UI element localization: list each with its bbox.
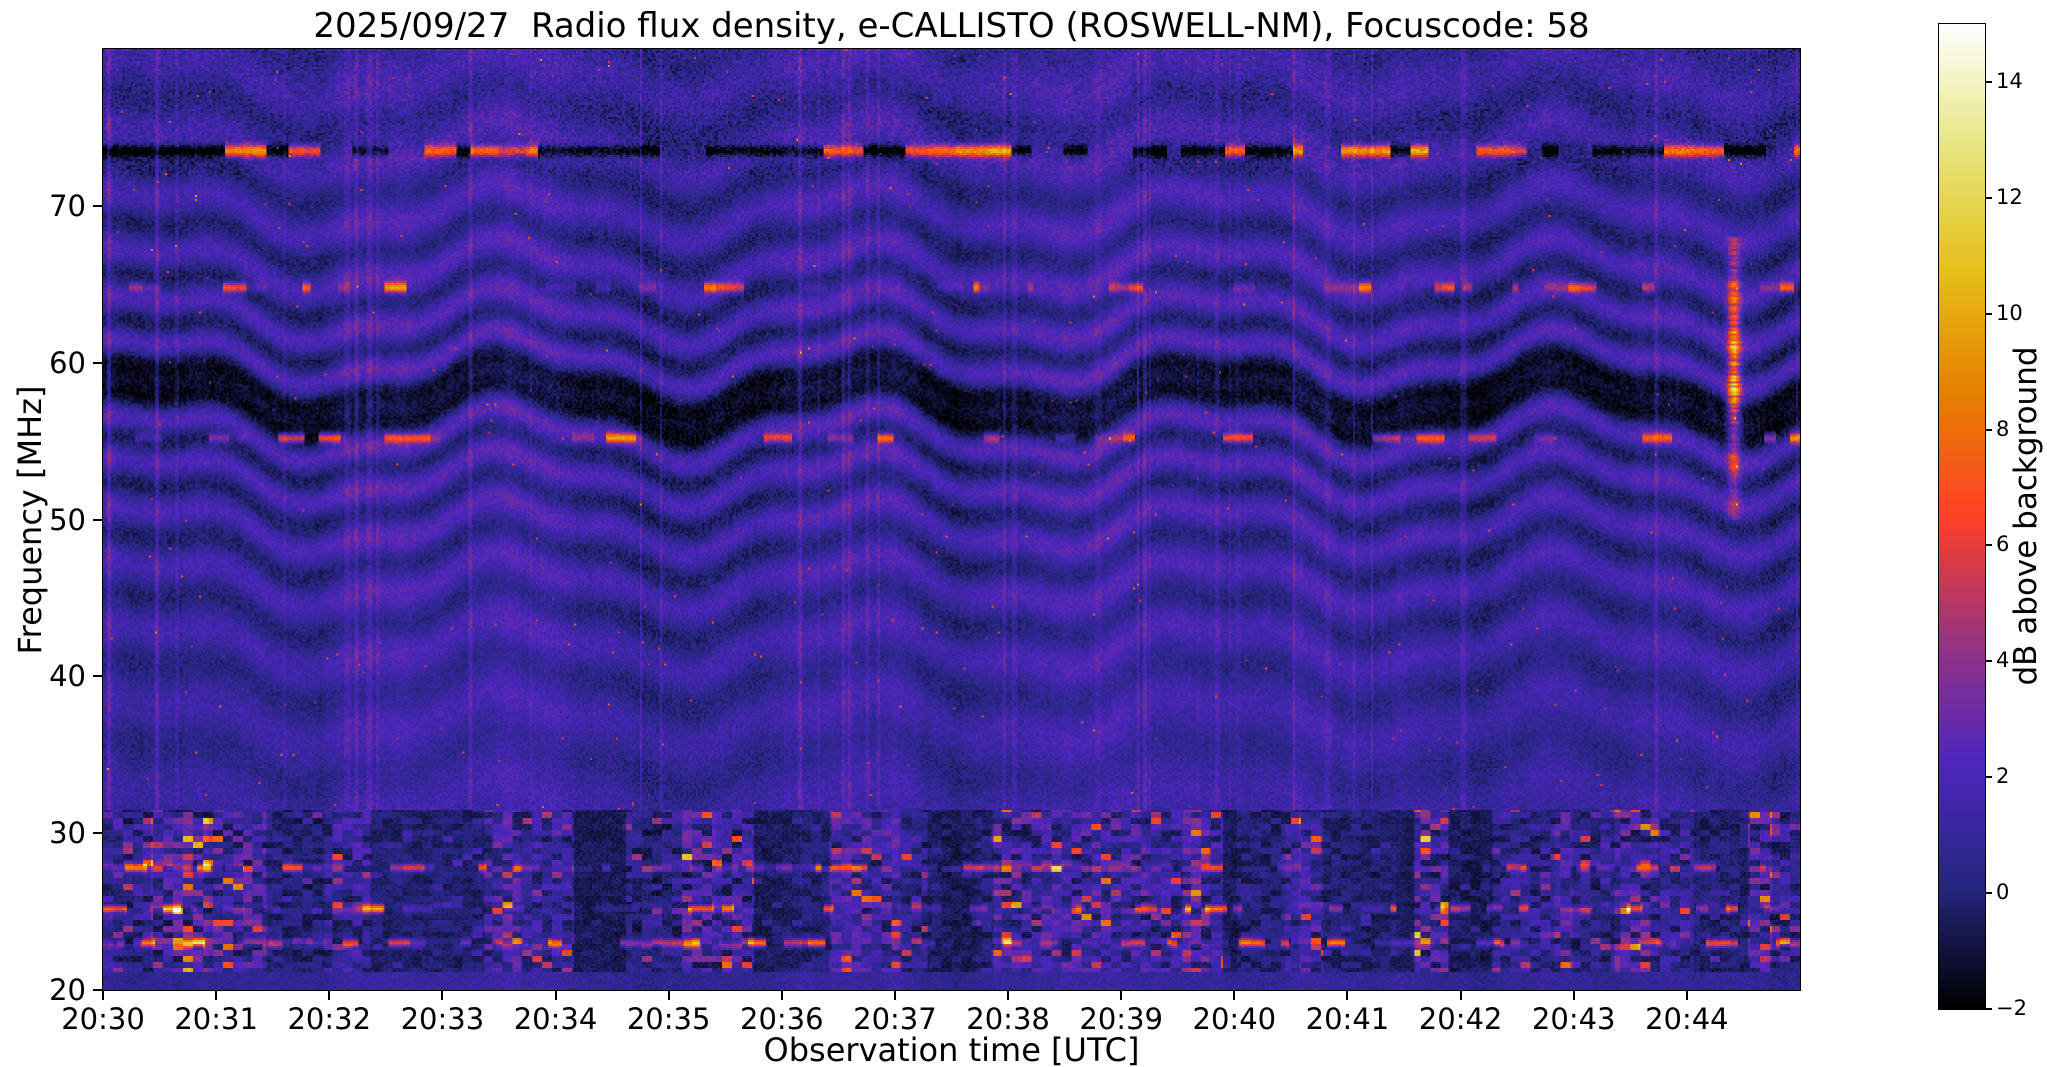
x-tick-mark <box>102 990 104 1000</box>
x-tick-label: 20:33 <box>400 1002 485 1036</box>
colorbar-tick-mark <box>1985 312 1992 315</box>
colorbar-tick-label: 12 <box>1996 184 2023 209</box>
colorbar-tick-label: 4 <box>1996 648 2010 673</box>
x-tick-mark <box>1120 990 1123 1000</box>
x-tick-label: 20:39 <box>1079 1002 1163 1036</box>
x-tick-mark <box>215 990 218 1000</box>
x-axis-label: Observation time [UTC] <box>763 1031 1140 1067</box>
colorbar-canvas <box>1938 23 1986 1010</box>
y-tick-mark <box>93 832 103 835</box>
x-tick-mark <box>667 990 670 1000</box>
y-tick-label: 20 <box>49 973 86 1007</box>
x-tick-mark <box>780 990 783 1000</box>
y-tick-label: 70 <box>49 188 86 223</box>
x-tick-label: 20:30 <box>61 1002 145 1036</box>
x-tick-mark <box>893 990 896 1000</box>
colorbar-tick-mark <box>1985 196 1992 199</box>
colorbar-tick-label: 10 <box>1996 300 2023 325</box>
x-tick-label: 20:31 <box>174 1002 258 1036</box>
chart-title: 2025/09/27 Radio flux density, e-CALLIST… <box>313 6 1590 46</box>
colorbar-tick-label: −2 <box>1996 996 2027 1020</box>
y-tick-label: 50 <box>49 502 86 537</box>
x-tick-mark <box>1346 990 1349 1000</box>
colorbar-tick-mark <box>1985 1008 1992 1010</box>
y-tick-mark <box>93 518 103 521</box>
y-tick-mark <box>93 989 103 991</box>
colorbar-tick-label: 0 <box>1996 880 2010 905</box>
x-tick-label: 20:42 <box>1418 1002 1503 1036</box>
colorbar-tick-mark <box>1985 80 1992 83</box>
colorbar-tick-mark <box>1985 544 1992 547</box>
x-tick-mark <box>1007 990 1010 1000</box>
x-tick-label: 20:41 <box>1305 1002 1390 1036</box>
x-tick-label: 20:38 <box>966 1002 1050 1036</box>
y-tick-label: 40 <box>49 659 86 694</box>
x-tick-mark <box>1459 990 1462 1000</box>
y-tick-mark <box>93 361 103 364</box>
x-tick-mark <box>1685 990 1688 1000</box>
y-tick-mark <box>93 204 103 207</box>
colorbar-tick-label: 8 <box>1996 416 2010 441</box>
y-tick-label: 30 <box>49 816 86 851</box>
y-tick-label: 60 <box>49 345 86 380</box>
colorbar-tick-mark <box>1985 776 1992 779</box>
x-tick-label: 20:36 <box>740 1002 824 1036</box>
colorbar-tick-label: 6 <box>1996 532 2010 557</box>
x-tick-mark <box>1233 990 1236 1000</box>
spectrogram-canvas <box>102 48 1801 991</box>
x-tick-mark <box>1572 990 1575 1000</box>
x-tick-mark <box>328 990 331 1000</box>
colorbar-tick-mark <box>1985 660 1992 663</box>
x-tick-label: 20:32 <box>287 1002 372 1036</box>
colorbar-tick-label: 14 <box>1996 68 2023 93</box>
x-tick-label: 20:34 <box>513 1002 598 1036</box>
colorbar-tick-label: 2 <box>1996 764 2010 789</box>
x-tick-label: 20:43 <box>1531 1002 1616 1036</box>
x-tick-label: 20:35 <box>626 1002 711 1036</box>
x-tick-label: 20:37 <box>853 1002 937 1036</box>
colorbar-tick-mark <box>1985 428 1992 431</box>
x-tick-mark <box>554 990 557 1000</box>
colorbar-label: dB above background <box>2008 346 2044 686</box>
x-tick-mark <box>441 990 444 1000</box>
x-tick-label: 20:44 <box>1645 1002 1729 1036</box>
colorbar-tick-mark <box>1985 892 1992 895</box>
x-tick-label: 20:40 <box>1192 1002 1277 1036</box>
y-tick-mark <box>93 675 103 678</box>
